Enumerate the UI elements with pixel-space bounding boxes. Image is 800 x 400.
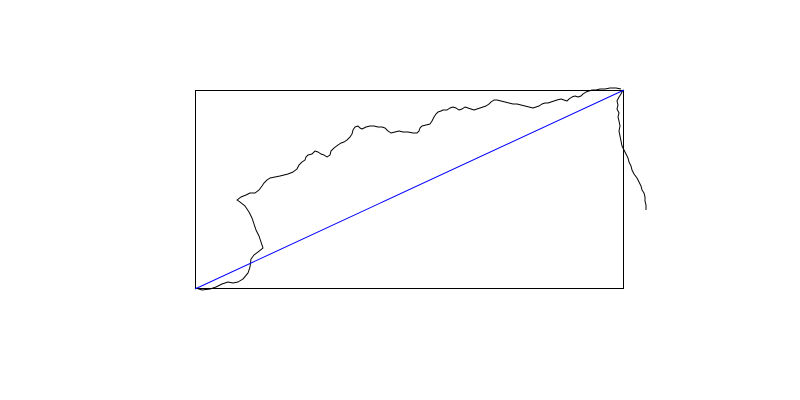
coastline bbox=[195, 87, 622, 291]
route-line bbox=[194, 89, 625, 290]
coastline-east bbox=[616, 89, 647, 210]
map-frame bbox=[195, 90, 624, 289]
